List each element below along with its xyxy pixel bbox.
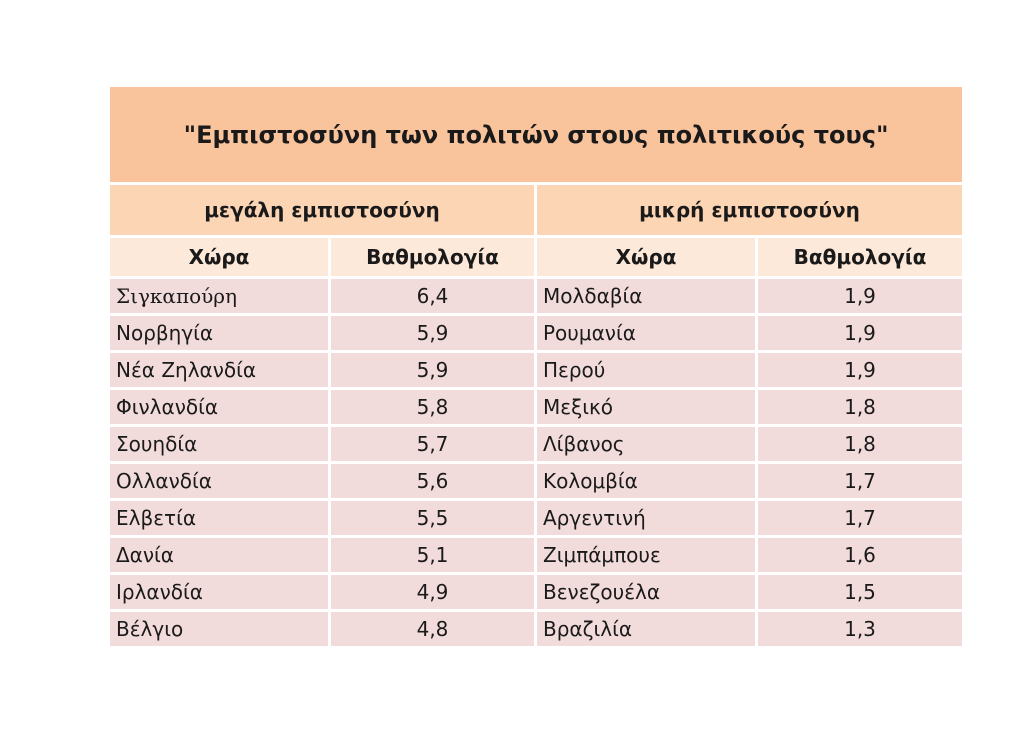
table-row: Δανία 5,1 Ζιμπάμπουε 1,6 [110,538,963,575]
table-row: Νορβηγία 5,9 Ρουμανία 1,9 [110,316,963,353]
high-trust-score: 5,6 [331,464,537,501]
low-trust-score: 1,7 [758,501,963,538]
low-trust-score: 1,6 [758,538,963,575]
group-header-low-trust: μικρή εμπιστοσύνη [537,185,963,238]
low-trust-score: 1,3 [758,612,963,649]
low-trust-score: 1,5 [758,575,963,612]
table-row: Ολλανδία 5,6 Κολομβία 1,7 [110,464,963,501]
high-trust-country: Σουηδία [110,427,331,464]
high-trust-score: 5,5 [331,501,537,538]
high-trust-country: Σιγκαπούρη [110,279,331,316]
low-trust-country: Μεξικό [537,390,758,427]
high-trust-country: Ιρλανδία [110,575,331,612]
high-trust-country: Ολλανδία [110,464,331,501]
high-trust-score: 4,8 [331,612,537,649]
group-header-high-trust: μεγάλη εμπιστοσύνη [110,185,537,238]
low-trust-country: Περού [537,353,758,390]
table-row: Ελβετία 5,5 Αργεντινή 1,7 [110,501,963,538]
low-trust-score: 1,9 [758,279,963,316]
high-trust-country: Ελβετία [110,501,331,538]
trust-table: "Εμπιστοσύνη των πολιτών στους πολιτικού… [110,87,963,649]
high-trust-score: 4,9 [331,575,537,612]
table-row: Νέα Ζηλανδία 5,9 Περού 1,9 [110,353,963,390]
table-title: "Εμπιστοσύνη των πολιτών στους πολιτικού… [110,87,963,185]
low-trust-score: 1,8 [758,390,963,427]
low-trust-country: Κολομβία [537,464,758,501]
high-trust-score: 5,7 [331,427,537,464]
high-trust-score: 5,9 [331,353,537,390]
column-header-country-high: Χώρα [110,238,331,279]
low-trust-country: Λίβανος [537,427,758,464]
high-trust-score: 5,8 [331,390,537,427]
low-trust-country: Αργεντινή [537,501,758,538]
low-trust-country: Βενεζουέλα [537,575,758,612]
column-header-country-low: Χώρα [537,238,758,279]
low-trust-score: 1,8 [758,427,963,464]
column-header-score-low: Βαθμολογία [758,238,963,279]
high-trust-country: Φινλανδία [110,390,331,427]
low-trust-country: Ρουμανία [537,316,758,353]
table-row: Σιγκαπούρη 6,4 Μολδαβία 1,9 [110,279,963,316]
low-trust-score: 1,9 [758,316,963,353]
low-trust-country: Ζιμπάμπουε [537,538,758,575]
column-header-score-high: Βαθμολογία [331,238,537,279]
table-row: Ιρλανδία 4,9 Βενεζουέλα 1,5 [110,575,963,612]
low-trust-country: Βραζιλία [537,612,758,649]
high-trust-country: Νορβηγία [110,316,331,353]
low-trust-score: 1,9 [758,353,963,390]
low-trust-country: Μολδαβία [537,279,758,316]
low-trust-score: 1,7 [758,464,963,501]
high-trust-country: Δανία [110,538,331,575]
high-trust-country: Βέλγιο [110,612,331,649]
table-row: Φινλανδία 5,8 Μεξικό 1,8 [110,390,963,427]
table-row: Σουηδία 5,7 Λίβανος 1,8 [110,427,963,464]
high-trust-score: 5,1 [331,538,537,575]
high-trust-score: 6,4 [331,279,537,316]
high-trust-country: Νέα Ζηλανδία [110,353,331,390]
table-row: Βέλγιο 4,8 Βραζιλία 1,3 [110,612,963,649]
high-trust-score: 5,9 [331,316,537,353]
